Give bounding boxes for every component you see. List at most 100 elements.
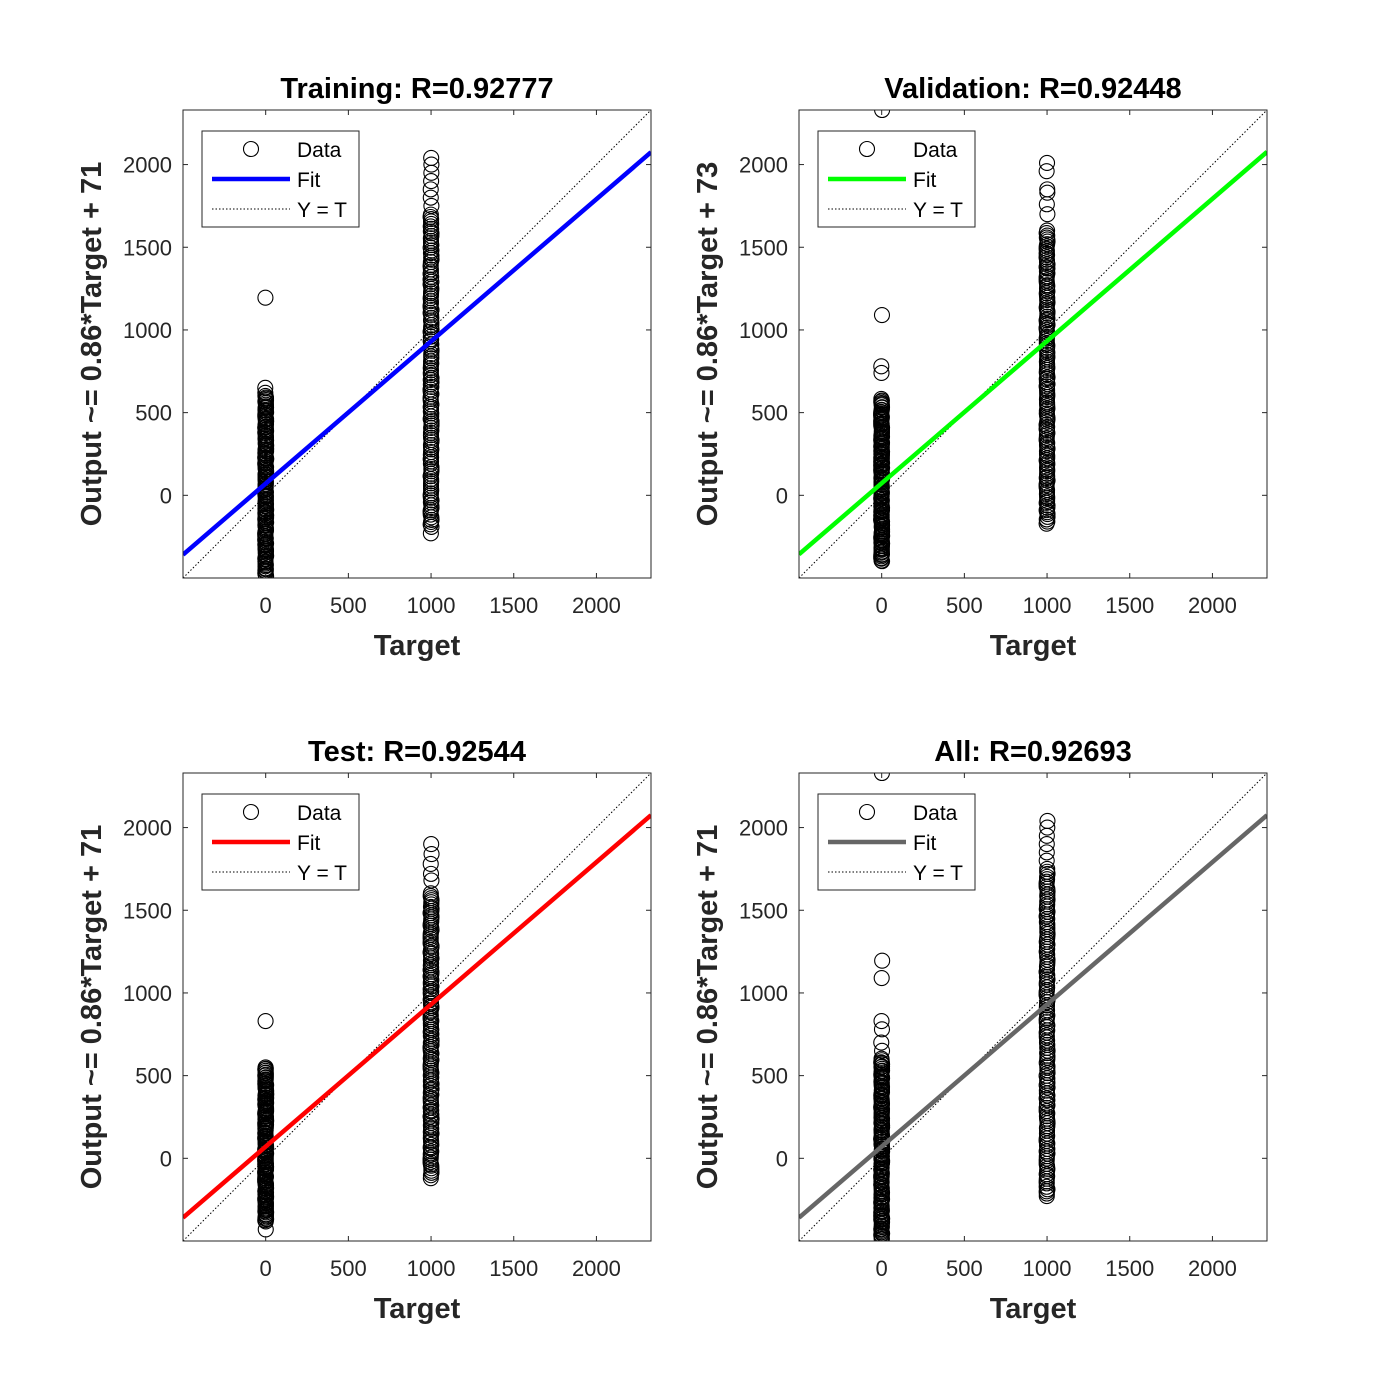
x-tick-label: 0 <box>260 1256 272 1281</box>
y-axis-label: Output ~= 0.86*Target + 73 <box>692 162 724 527</box>
data-point <box>873 1034 890 1051</box>
legend-fit-label: Fit <box>913 169 936 192</box>
data-point <box>873 390 890 407</box>
data-point <box>422 865 440 882</box>
data-point <box>1039 222 1056 239</box>
data-point <box>1038 1178 1055 1195</box>
x-tick-label: 1500 <box>489 593 538 618</box>
legend-identity-label: Y = T <box>297 862 347 885</box>
data-point <box>422 855 439 873</box>
data-point <box>1038 836 1055 853</box>
data-point <box>1038 154 1056 171</box>
x-tick-label: 2000 <box>572 1256 621 1281</box>
data-point <box>1039 812 1056 830</box>
data-point <box>1038 844 1055 861</box>
y-tick-label: 1000 <box>123 318 172 343</box>
data-point <box>873 970 890 987</box>
axes-box <box>182 772 652 1242</box>
fit-line <box>183 150 651 557</box>
legend-data-label: Data <box>913 139 958 162</box>
subplot-title: Test: R=0.92544 <box>308 736 526 768</box>
data-point <box>423 836 440 853</box>
y-tick-label: 500 <box>135 401 172 426</box>
data-point <box>1039 819 1056 836</box>
y-tick-label: 1000 <box>123 981 172 1006</box>
y-tick-label: 0 <box>776 1146 788 1171</box>
axes-box <box>182 109 652 579</box>
subplot-title: Training: R=0.92777 <box>280 73 553 105</box>
data-point <box>423 149 440 167</box>
x-tick-label: 500 <box>946 1256 983 1281</box>
fit-line <box>183 813 651 1220</box>
data-point <box>257 387 274 404</box>
data-point <box>423 173 440 190</box>
y-tick-label: 1500 <box>739 898 788 923</box>
legend-data-label: Data <box>297 139 342 162</box>
data-point <box>423 156 440 173</box>
data-point <box>423 963 440 980</box>
x-tick-label: 1000 <box>1023 1256 1072 1281</box>
plot-content <box>799 773 1267 1241</box>
x-tick-label: 1000 <box>407 593 456 618</box>
data-point <box>423 845 440 863</box>
subplot-4: 0 500 1000 1500 2000 0 500 1000 1500 2000 All: R=0… <box>692 736 1268 1325</box>
x-tick-label: 2000 <box>1188 1256 1237 1281</box>
y-tick-label: 1500 <box>739 235 788 260</box>
x-axis-label: Target <box>990 1293 1077 1325</box>
data-point <box>1038 163 1055 180</box>
x-axis-label: Target <box>374 630 461 662</box>
y-tick-label: 1500 <box>123 898 172 923</box>
data-point <box>423 197 440 214</box>
data-point <box>873 307 891 324</box>
y-tick-label: 1000 <box>739 318 788 343</box>
x-tick-label: 500 <box>946 593 983 618</box>
legend: Data Fit Y = T <box>817 130 976 228</box>
data-point <box>874 110 891 119</box>
fit-line <box>799 813 1267 1220</box>
axes-box <box>798 109 1268 579</box>
x-tick-label: 500 <box>330 593 367 618</box>
data-point <box>257 289 274 306</box>
subplot-title: All: R=0.92693 <box>934 736 1131 768</box>
data-point <box>422 1170 439 1187</box>
legend-fit-label: Fit <box>297 169 320 192</box>
y-tick-label: 2000 <box>123 153 172 178</box>
x-tick-label: 1500 <box>489 1256 538 1281</box>
x-tick-label: 1000 <box>407 1256 456 1281</box>
y-axis-label: Output ~= 0.86*Target + 71 <box>76 162 108 527</box>
x-axis-label: Target <box>990 630 1077 662</box>
data-point <box>422 525 439 542</box>
x-tick-label: 500 <box>330 1256 367 1281</box>
x-axis-label: Target <box>374 1293 461 1325</box>
y-tick-label: 500 <box>135 1064 172 1089</box>
legend: Data Fit Y = T <box>201 793 360 891</box>
x-tick-label: 0 <box>260 593 272 618</box>
data-point <box>422 181 439 198</box>
subplot-2: 0 500 1000 1500 2000 0 500 1000 1500 2000 Validati… <box>692 73 1268 662</box>
y-tick-label: 1000 <box>739 981 788 1006</box>
y-tick-label: 500 <box>751 1064 788 1089</box>
x-tick-label: 0 <box>876 1256 888 1281</box>
y-axis-label: Output ~= 0.86*Target + 71 <box>76 825 108 1190</box>
legend-data-marker <box>858 140 876 158</box>
data-point <box>873 773 890 782</box>
data-point <box>873 1021 891 1038</box>
y-tick-label: 500 <box>751 401 788 426</box>
plot-content <box>183 110 651 578</box>
legend-identity-label: Y = T <box>913 199 963 222</box>
data-point <box>422 189 439 206</box>
plot-content <box>799 110 1267 578</box>
data-point <box>873 364 890 381</box>
x-tick-label: 2000 <box>1188 593 1237 618</box>
data-point <box>873 1013 890 1030</box>
x-tick-label: 1500 <box>1105 1256 1154 1281</box>
data-point <box>1039 206 1056 223</box>
legend: Data Fit Y = T <box>201 130 360 228</box>
data-point <box>1039 860 1056 877</box>
data-points <box>257 149 440 578</box>
data-point <box>257 1059 274 1076</box>
data-point <box>422 885 439 902</box>
data-point <box>874 1042 891 1059</box>
y-tick-label: 2000 <box>739 153 788 178</box>
legend-fit-label: Fit <box>297 832 320 855</box>
